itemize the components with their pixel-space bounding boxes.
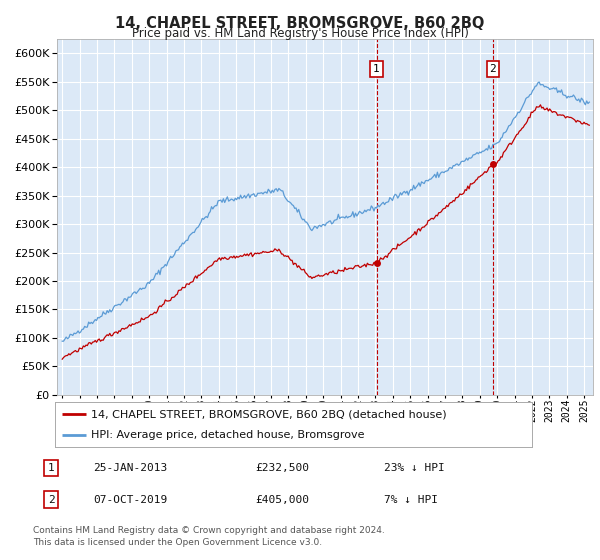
Text: 25-JAN-2013: 25-JAN-2013	[93, 463, 167, 473]
Text: 14, CHAPEL STREET, BROMSGROVE, B60 2BQ: 14, CHAPEL STREET, BROMSGROVE, B60 2BQ	[115, 16, 485, 31]
Text: £232,500: £232,500	[255, 463, 309, 473]
Text: 1: 1	[373, 64, 380, 74]
Text: 14, CHAPEL STREET, BROMSGROVE, B60 2BQ (detached house): 14, CHAPEL STREET, BROMSGROVE, B60 2BQ (…	[91, 409, 446, 419]
Text: 1: 1	[47, 463, 55, 473]
Text: 7% ↓ HPI: 7% ↓ HPI	[384, 494, 438, 505]
Text: 07-OCT-2019: 07-OCT-2019	[93, 494, 167, 505]
Text: 2: 2	[47, 494, 55, 505]
Text: £405,000: £405,000	[255, 494, 309, 505]
Text: Contains HM Land Registry data © Crown copyright and database right 2024.
This d: Contains HM Land Registry data © Crown c…	[33, 526, 385, 547]
Text: 23% ↓ HPI: 23% ↓ HPI	[384, 463, 445, 473]
Text: 2: 2	[490, 64, 496, 74]
Text: Price paid vs. HM Land Registry's House Price Index (HPI): Price paid vs. HM Land Registry's House …	[131, 27, 469, 40]
Text: HPI: Average price, detached house, Bromsgrove: HPI: Average price, detached house, Brom…	[91, 430, 364, 440]
